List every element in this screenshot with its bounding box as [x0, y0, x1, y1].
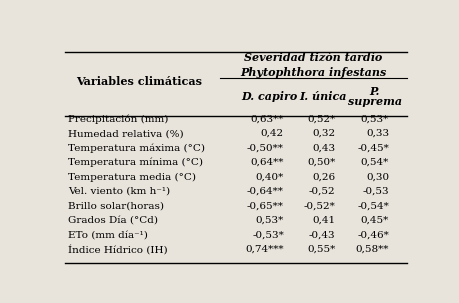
- Text: -0,65**: -0,65**: [246, 201, 283, 211]
- Text: ETo (mm día⁻¹): ETo (mm día⁻¹): [68, 230, 148, 239]
- Text: 0,45*: 0,45*: [360, 216, 388, 225]
- Text: I. única: I. única: [299, 91, 346, 102]
- Text: 0,33: 0,33: [365, 129, 388, 138]
- Text: 0,58**: 0,58**: [355, 245, 388, 254]
- Text: Temperatura mínima (°C): Temperatura mínima (°C): [68, 158, 203, 167]
- Text: 0,55*: 0,55*: [307, 245, 335, 254]
- Text: 0,53*: 0,53*: [360, 115, 388, 124]
- Text: 0,52*: 0,52*: [307, 115, 335, 124]
- Text: Grados Día (°Cd): Grados Día (°Cd): [68, 216, 158, 225]
- Text: D. capiro: D. capiro: [241, 91, 297, 102]
- Text: -0,43: -0,43: [308, 230, 335, 239]
- Text: -0,45*: -0,45*: [357, 144, 388, 153]
- Text: Temperatura máxima (°C): Temperatura máxima (°C): [68, 143, 205, 153]
- Text: 0,41: 0,41: [312, 216, 335, 225]
- Text: -0,46*: -0,46*: [357, 230, 388, 239]
- Text: suprema: suprema: [347, 96, 401, 108]
- Text: 0,43: 0,43: [312, 144, 335, 153]
- Text: 0,50*: 0,50*: [307, 158, 335, 167]
- Text: P.: P.: [369, 86, 379, 97]
- Text: -0,50**: -0,50**: [246, 144, 283, 153]
- Text: 0,42: 0,42: [260, 129, 283, 138]
- Text: Precipitación (mm): Precipitación (mm): [68, 115, 168, 124]
- Text: Brillo solar(horas): Brillo solar(horas): [68, 201, 164, 211]
- Text: 0,54*: 0,54*: [360, 158, 388, 167]
- Text: 0,40*: 0,40*: [255, 172, 283, 181]
- Text: 0,26: 0,26: [312, 172, 335, 181]
- Text: -0,64**: -0,64**: [246, 187, 283, 196]
- Text: Índice Hídrico (IH): Índice Hídrico (IH): [68, 245, 168, 254]
- Text: Humedad relativa (%): Humedad relativa (%): [68, 129, 184, 138]
- Text: 0,53*: 0,53*: [255, 216, 283, 225]
- Text: -0,52*: -0,52*: [303, 201, 335, 211]
- Text: -0,53*: -0,53*: [252, 230, 283, 239]
- Text: Severidad tizón tardío
Phytophthora infestans: Severidad tizón tardío Phytophthora infe…: [240, 52, 386, 78]
- Text: 0,32: 0,32: [312, 129, 335, 138]
- Text: 0,30: 0,30: [365, 172, 388, 181]
- Text: Temperatura media (°C): Temperatura media (°C): [68, 172, 196, 181]
- Text: 0,63**: 0,63**: [250, 115, 283, 124]
- Text: -0,52: -0,52: [308, 187, 335, 196]
- Text: Vel. viento (km h⁻¹): Vel. viento (km h⁻¹): [68, 187, 170, 196]
- Text: Variables climáticas: Variables climáticas: [75, 76, 201, 87]
- Text: -0,54*: -0,54*: [357, 201, 388, 211]
- Text: 0,64**: 0,64**: [250, 158, 283, 167]
- Text: 0,74***: 0,74***: [245, 245, 283, 254]
- Text: -0,53: -0,53: [362, 187, 388, 196]
